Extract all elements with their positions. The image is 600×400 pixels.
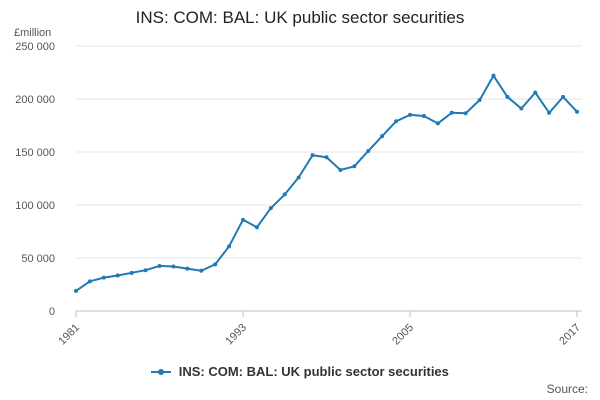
data-point [227,244,232,249]
x-tick-label: 1993 [223,322,249,348]
data-point [129,270,134,275]
y-tick-label: 100 000 [15,200,55,212]
data-point [575,109,579,114]
data-point [296,175,301,180]
y-tick-label: 200 000 [15,94,55,106]
data-point [268,206,273,211]
data-point [491,73,496,78]
legend-label: INS: COM: BAL: UK public sector securiti… [178,364,449,379]
data-point [87,279,92,284]
data-point [449,110,454,115]
data-point [324,155,329,160]
legend-line-marker-icon [151,368,172,375]
axes: 0 50 000 100 000 150 000 200 000 250 000 1981 1… [15,41,583,347]
data-point [352,164,357,169]
data-point [115,273,120,278]
x-tick-label: 1981 [56,322,82,348]
series-layer [74,73,579,293]
grid-lines [76,45,582,312]
data-point [394,119,399,124]
source-label: Source: [546,382,588,396]
data-point [171,264,176,269]
y-tick-label: 150 000 [15,147,55,159]
data-point [408,112,412,117]
data-point [254,225,259,230]
data-point [366,148,371,153]
data-point [533,90,538,95]
data-point [199,268,204,273]
data-point [185,266,190,271]
data-point [213,262,218,267]
data-point [547,110,552,115]
data-point [74,288,78,293]
data-point [241,217,245,222]
data-point [435,121,440,126]
series-line [75,74,578,292]
chart-title: INS: COM: BAL: UK public sector securiti… [135,8,465,27]
data-point [157,263,162,268]
data-point [519,106,524,111]
x-tick-label: 2017 [557,322,583,348]
data-point [421,113,426,118]
data-point [561,94,566,99]
data-point [338,168,343,173]
data-point [143,268,148,273]
data-point [282,192,287,197]
data-point [505,94,510,99]
data-point [310,153,315,158]
y-tick-label: 50 000 [21,253,55,265]
legend: INS: COM: BAL: UK public sector securiti… [0,364,600,379]
x-tick-label: 2005 [390,322,416,348]
y-tick-label: 250 000 [15,41,55,53]
data-point [463,111,468,116]
data-point [380,134,385,139]
y-axis-unit-label: £million [14,27,51,39]
y-tick-label: 0 [49,306,55,318]
data-point [101,275,106,280]
data-point [477,98,482,103]
